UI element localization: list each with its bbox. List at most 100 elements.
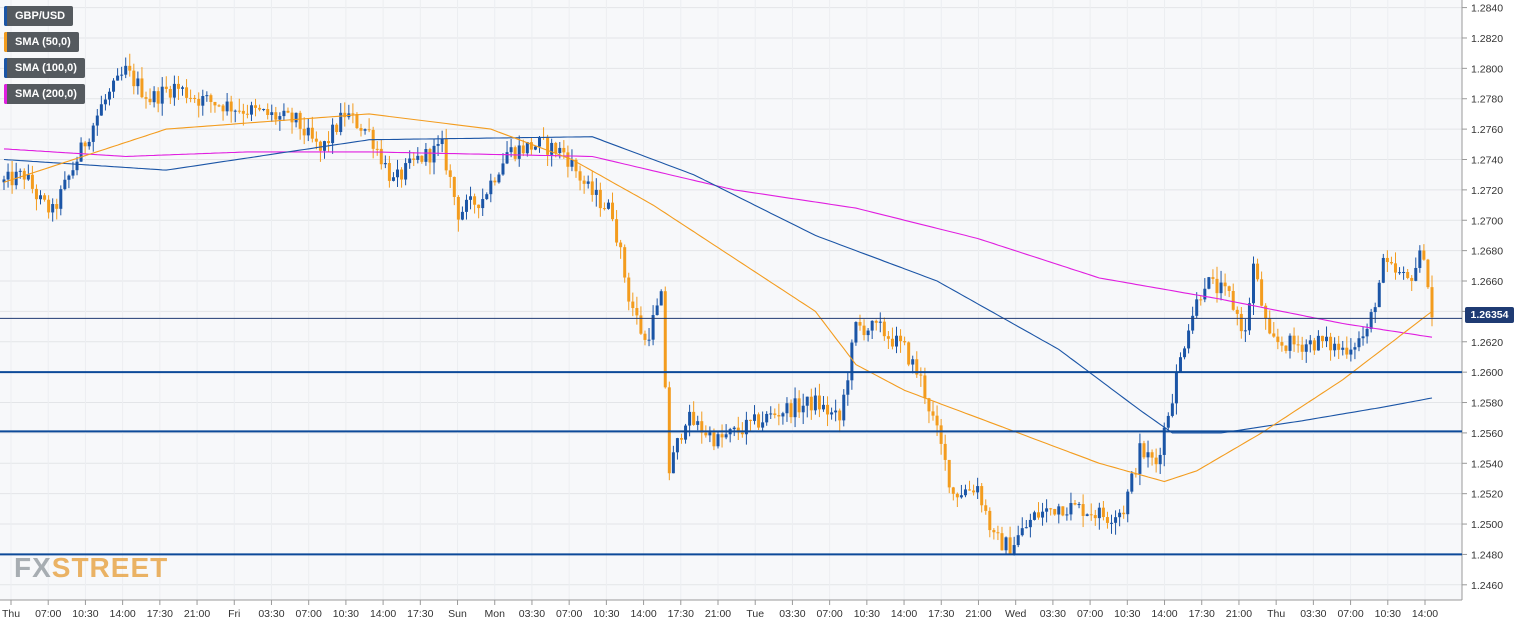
y-tick-label: 1.2660 [1471, 276, 1503, 288]
candle-body [229, 101, 233, 112]
candle-body [412, 158, 416, 160]
candle-body [1178, 357, 1182, 373]
candle-body [740, 432, 744, 435]
candle-body [692, 411, 696, 425]
candle-body [923, 375, 927, 399]
candle-body [890, 338, 894, 347]
candle-body [1130, 473, 1134, 492]
candle-body [1422, 250, 1426, 260]
candle-body [473, 196, 477, 205]
candle-body [1166, 415, 1170, 428]
candle-body [124, 65, 128, 75]
candle-body [270, 112, 274, 115]
candle-body [724, 434, 728, 438]
candle-body [164, 86, 168, 89]
candle-body [558, 147, 562, 154]
candle-body [1393, 263, 1397, 273]
x-tick-label: 17:30 [1189, 608, 1215, 620]
y-tick-label: 1.2720 [1471, 185, 1503, 197]
candle-body [1288, 335, 1292, 351]
candle-body [241, 110, 245, 114]
candle-body [708, 432, 712, 436]
candle-body [1032, 512, 1036, 520]
candle-body [789, 403, 793, 418]
candle-body [1373, 307, 1377, 313]
candle-body [671, 452, 675, 474]
candle-body [456, 196, 460, 220]
legend-sma200[interactable]: SMA (200,0) [4, 84, 85, 104]
candle-body [237, 110, 241, 112]
candle-body [205, 95, 209, 97]
candle-body [1377, 282, 1381, 308]
candle-body [1174, 372, 1178, 404]
candle-body [826, 404, 830, 415]
candle-body [1337, 343, 1341, 350]
candle-body [1073, 503, 1077, 505]
candle-body [1223, 282, 1227, 287]
legend-sma50[interactable]: SMA (50,0) [4, 32, 79, 52]
candle-body [943, 443, 947, 460]
candle-body [602, 208, 606, 210]
candle-body [882, 321, 886, 337]
candle-body [1061, 506, 1065, 516]
legend-symbol[interactable]: GBP/USD [4, 6, 74, 26]
candle-body [83, 142, 87, 147]
y-tick-label: 1.2760 [1471, 124, 1503, 136]
x-tick-label: 03:30 [1040, 608, 1066, 620]
candle-body [570, 159, 574, 167]
legend-sma100[interactable]: SMA (100,0) [4, 58, 85, 78]
candle-body [10, 171, 14, 186]
candle-body [623, 247, 627, 278]
candle-body [79, 142, 83, 162]
candle-body [907, 342, 911, 365]
candle-body [765, 413, 769, 423]
legend-sma50-label: SMA (50,0) [15, 36, 71, 48]
candle-body [590, 181, 594, 195]
candle-body [1114, 517, 1118, 523]
x-tick-label: Thu [2, 608, 20, 620]
candle-body [732, 427, 736, 430]
candle-body [59, 189, 63, 209]
candle-body [1219, 282, 1223, 294]
candle-body [513, 147, 517, 159]
candle-body [598, 189, 602, 209]
candle-body [339, 112, 343, 133]
candle-body [55, 204, 59, 209]
candle-body [1211, 277, 1215, 279]
candle-body [748, 419, 752, 421]
candle-body [1320, 335, 1324, 342]
candle-body [156, 91, 160, 104]
candle-body [959, 495, 963, 498]
candle-body [643, 333, 647, 340]
candle-body [651, 315, 655, 340]
candle-body [1280, 342, 1284, 346]
candle-body [858, 322, 862, 326]
x-tick-label: 21:00 [965, 608, 991, 620]
x-tick-label: 07:00 [556, 608, 582, 620]
candle-body [1312, 340, 1316, 351]
candle-body [955, 493, 959, 498]
candle-body [736, 427, 740, 433]
candle-body [47, 199, 51, 213]
candle-body [1268, 318, 1272, 334]
candle-body [209, 95, 213, 102]
candle-body [562, 147, 566, 153]
candle-body [1381, 257, 1385, 283]
candle-body [481, 199, 485, 209]
candle-body [408, 158, 412, 164]
candle-body [217, 105, 221, 107]
candle-body [489, 180, 493, 195]
candle-body [1426, 259, 1430, 288]
candle-body [1081, 504, 1085, 516]
candle-body [1215, 278, 1219, 294]
candle-body [1183, 348, 1187, 358]
x-tick-label: Sun [448, 608, 467, 620]
candle-body [1264, 305, 1268, 319]
candle-body [963, 489, 967, 496]
candle-body [318, 141, 322, 151]
candle-body [619, 242, 623, 248]
candle-body [193, 97, 197, 99]
candle-body [67, 175, 71, 180]
candle-body [1199, 299, 1203, 301]
candle-body [1085, 514, 1089, 516]
